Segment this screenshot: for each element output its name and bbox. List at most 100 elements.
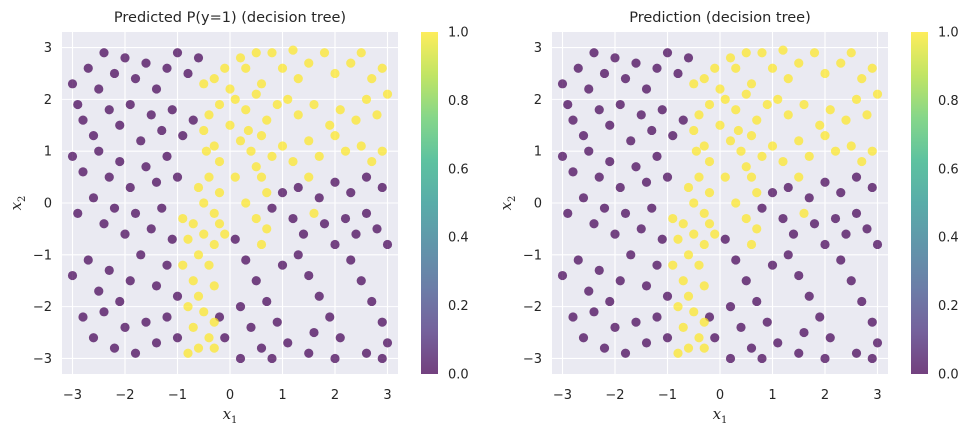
point-class-0 [120,53,130,63]
point-class-1 [361,94,372,104]
point-class-1 [304,172,314,182]
point-class-1 [778,45,788,55]
panel-2-ylabel: x2 [497,196,518,211]
point-class-1 [243,125,253,136]
point-class-0 [130,208,141,218]
x-tick-label: 2 [331,388,339,403]
point-class-1 [778,156,788,167]
point-class-1 [731,63,741,73]
point-class-1 [256,131,267,141]
point-class-0 [836,255,846,265]
point-class-1 [683,182,694,193]
point-class-0 [783,182,793,193]
colorbar-tick-label: 0.2 [938,299,959,314]
point-class-0 [104,265,114,275]
point-class-0 [151,338,162,348]
point-class-0 [293,250,303,260]
point-class-0 [752,296,762,307]
point-class-1 [214,99,225,110]
point-class-1 [367,156,377,167]
point-class-1 [841,115,851,125]
point-class-1 [209,317,219,327]
point-class-0 [146,224,156,234]
point-class-0 [99,48,109,58]
point-class-1 [857,74,867,84]
point-class-1 [256,79,267,89]
point-class-0 [657,234,667,244]
x-tick-label: 0 [226,388,234,403]
point-class-0 [615,99,625,110]
point-class-1 [715,84,725,94]
point-class-0 [246,322,256,332]
point-class-0 [314,291,324,301]
point-class-0 [578,333,589,343]
point-class-0 [584,146,594,156]
point-class-1 [199,125,209,136]
colorbar-tick-label: 1.0 [448,26,469,41]
point-class-1 [809,48,820,58]
point-class-0 [825,333,835,343]
point-class-1 [262,224,272,234]
point-class-1 [246,146,256,156]
point-class-1 [725,53,736,63]
point-class-1 [199,229,209,239]
point-class-1 [820,68,830,79]
point-class-1 [678,322,688,332]
point-class-0 [615,276,625,286]
point-class-0 [610,322,620,332]
y-ticks-1: −3 −2 −1 0 1 2 3 [33,41,52,367]
point-class-1 [209,141,219,151]
colorbar-1 [421,32,438,374]
point-class-0 [272,317,282,327]
point-class-1 [277,141,288,151]
point-class-1 [188,219,198,229]
point-class-0 [589,219,599,229]
point-class-1 [731,105,741,115]
point-class-0 [193,53,204,63]
point-class-0 [298,229,309,239]
point-class-1 [678,219,688,229]
point-class-1 [283,94,293,104]
panel-1-ylabel: x2 [7,196,28,211]
point-class-1 [288,45,298,55]
point-class-1 [199,307,209,317]
point-class-1 [794,172,804,182]
grid-2 [552,32,888,374]
point-class-1 [230,172,240,182]
point-class-1 [204,333,214,343]
point-class-1 [346,58,356,68]
point-class-1 [256,172,267,182]
point-class-1 [846,141,856,151]
point-class-0 [151,177,162,187]
point-class-1 [767,63,778,73]
point-class-1 [752,115,762,125]
point-class-0 [594,105,604,115]
point-class-0 [794,270,804,281]
point-class-0 [125,182,135,193]
point-class-1 [691,146,701,156]
point-class-0 [725,353,736,364]
point-class-1 [272,99,282,110]
point-class-0 [851,348,862,358]
point-class-0 [652,260,662,270]
point-class-0 [83,63,93,73]
colorbar-tick-label: 0.8 [448,94,469,109]
point-class-1 [799,208,809,218]
y-tick-label: 1 [534,145,542,160]
point-class-0 [804,291,814,301]
x-ticks-1: −3 −2 −1 0 1 2 3 [63,388,392,403]
point-class-1 [209,281,219,291]
point-class-0 [605,156,615,167]
point-class-0 [88,193,99,203]
point-class-1 [757,151,767,161]
point-class-0 [641,338,652,348]
point-class-1 [731,198,741,208]
colorbar-ticks-1: 0.0 0.2 0.4 0.6 0.8 1.0 [448,26,469,383]
point-class-1 [689,307,699,317]
y-tick-label: 3 [44,41,52,56]
point-class-0 [584,84,594,94]
point-class-1 [225,84,235,94]
panel-1-title: Predicted P(y=1) (decision tree) [114,10,346,26]
point-class-0 [872,239,883,250]
point-class-0 [120,229,130,239]
